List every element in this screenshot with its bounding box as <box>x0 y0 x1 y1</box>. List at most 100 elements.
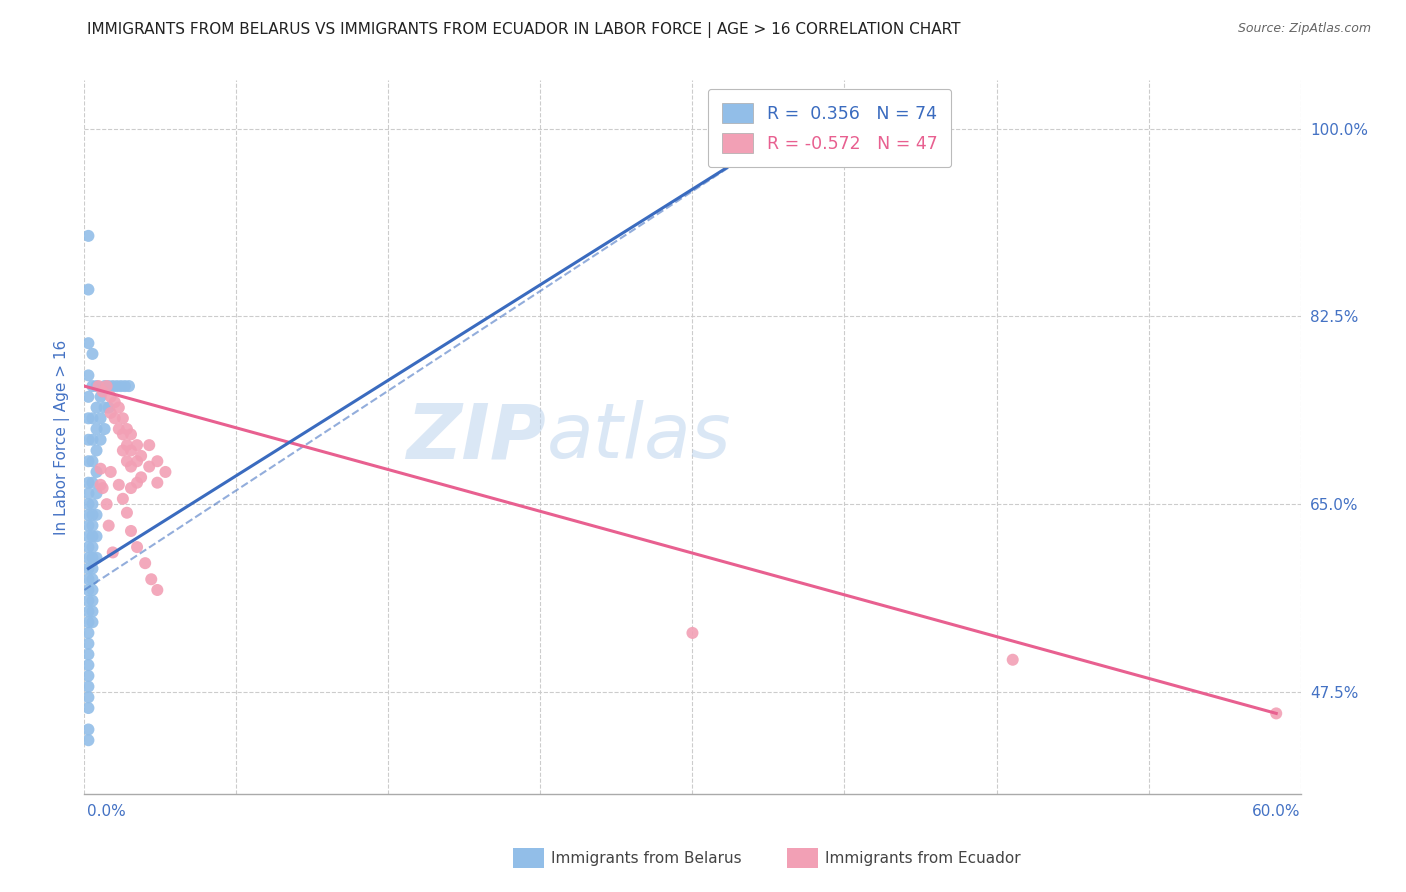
Point <box>120 524 142 538</box>
Point <box>146 582 169 597</box>
Point <box>114 379 136 393</box>
Point <box>82 475 104 490</box>
Point <box>682 626 704 640</box>
Point <box>90 461 112 475</box>
Point <box>120 459 142 474</box>
Point <box>93 379 115 393</box>
Point <box>77 336 100 351</box>
Point <box>91 481 114 495</box>
Point <box>77 508 100 522</box>
Point <box>86 508 108 522</box>
Point <box>77 593 100 607</box>
Point <box>82 497 104 511</box>
Point <box>111 427 134 442</box>
Point <box>77 486 100 500</box>
Text: ZIP: ZIP <box>406 401 547 474</box>
Point <box>105 379 128 393</box>
Point <box>120 443 142 458</box>
Point <box>77 550 100 565</box>
Text: Immigrants from Ecuador: Immigrants from Ecuador <box>825 851 1021 865</box>
Point <box>77 582 100 597</box>
Point <box>108 401 131 415</box>
Point <box>77 540 100 554</box>
Point <box>77 648 100 662</box>
Point <box>155 465 177 479</box>
Point <box>129 449 152 463</box>
Point <box>752 137 775 152</box>
Point <box>77 615 100 630</box>
Point <box>146 454 169 468</box>
Point <box>104 411 127 425</box>
Point <box>97 518 120 533</box>
Point <box>77 690 100 705</box>
Point <box>77 529 100 543</box>
Point <box>108 422 131 436</box>
Point <box>77 454 100 468</box>
Text: 0.0%: 0.0% <box>87 805 127 819</box>
Point <box>120 481 142 495</box>
Point <box>111 491 134 506</box>
Point <box>90 411 112 425</box>
Point <box>101 545 124 559</box>
Point <box>77 723 100 737</box>
Point <box>86 529 108 543</box>
Point <box>82 379 104 393</box>
Point <box>77 411 100 425</box>
Point <box>111 443 134 458</box>
Point <box>134 556 156 570</box>
Point <box>100 465 122 479</box>
Y-axis label: In Labor Force | Age > 16: In Labor Force | Age > 16 <box>55 340 70 534</box>
Point <box>90 478 112 492</box>
Point <box>77 626 100 640</box>
Text: 60.0%: 60.0% <box>1253 805 1301 819</box>
Point <box>82 529 104 543</box>
Point <box>118 379 141 393</box>
Point <box>77 572 100 586</box>
Point <box>100 406 122 420</box>
Point <box>108 478 131 492</box>
Point <box>115 422 138 436</box>
Point <box>77 561 100 575</box>
Point <box>77 283 100 297</box>
Point <box>77 637 100 651</box>
Point <box>138 438 160 452</box>
Point <box>110 379 132 393</box>
Point <box>91 384 114 399</box>
Point <box>125 475 148 490</box>
Point <box>86 401 108 415</box>
Point <box>101 379 124 393</box>
Point <box>82 508 104 522</box>
Point <box>77 497 100 511</box>
Text: Source: ZipAtlas.com: Source: ZipAtlas.com <box>1237 22 1371 36</box>
Point <box>82 540 104 554</box>
Point <box>111 411 134 425</box>
Point <box>87 379 110 393</box>
Point <box>82 347 104 361</box>
Point <box>77 475 100 490</box>
Point <box>82 572 104 586</box>
Point <box>1001 653 1024 667</box>
Point <box>90 390 112 404</box>
Point <box>86 550 108 565</box>
Point <box>104 395 127 409</box>
Point <box>125 454 148 468</box>
Point <box>82 582 104 597</box>
Point <box>115 454 138 468</box>
Point <box>129 470 152 484</box>
Point <box>82 518 104 533</box>
Point <box>97 401 120 415</box>
Text: Immigrants from Belarus: Immigrants from Belarus <box>551 851 742 865</box>
Point <box>77 228 100 243</box>
Point <box>77 390 100 404</box>
Point <box>86 379 108 393</box>
Point <box>93 422 115 436</box>
Point <box>82 411 104 425</box>
Text: atlas: atlas <box>547 401 731 474</box>
Point <box>97 379 120 393</box>
Point <box>82 550 104 565</box>
Point <box>77 604 100 618</box>
Point <box>82 561 104 575</box>
Point <box>82 433 104 447</box>
Point <box>77 701 100 715</box>
Point <box>90 433 112 447</box>
